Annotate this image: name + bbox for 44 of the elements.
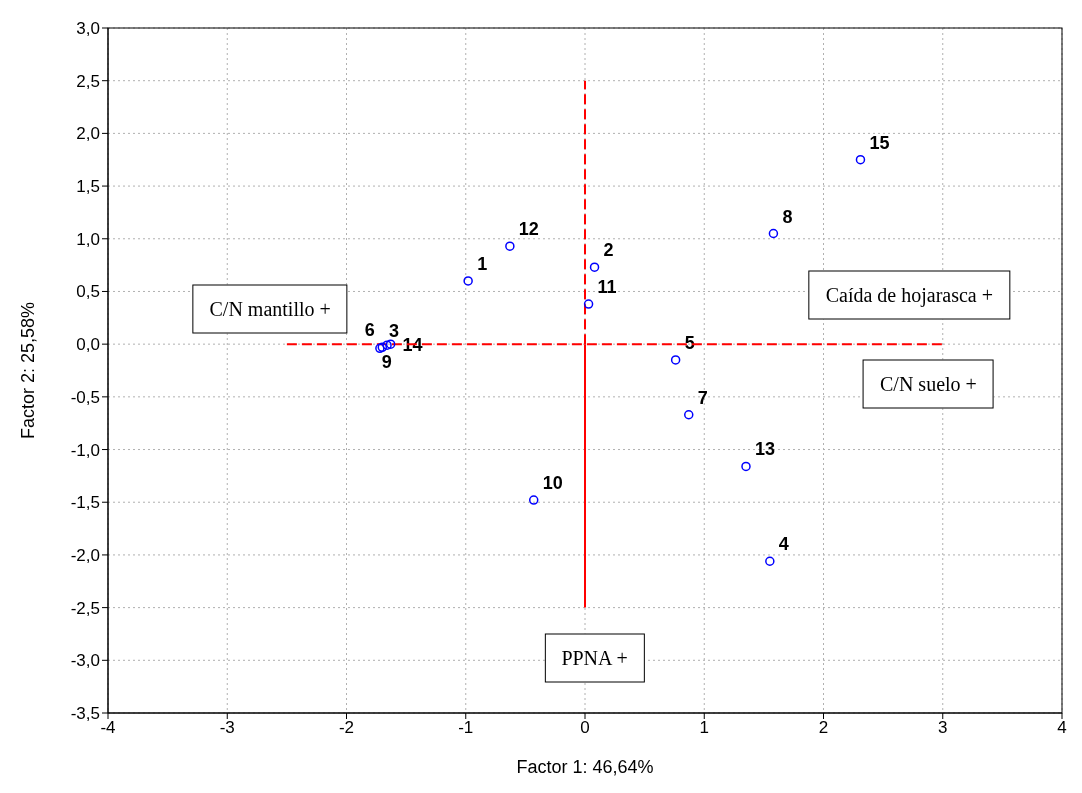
y-tick-label: 1,0 xyxy=(76,229,100,249)
annotation: 10 xyxy=(542,473,563,494)
y-tick-label: -1,5 xyxy=(70,493,100,513)
y-tick-label: 3,0 xyxy=(76,19,100,39)
annotation: 8 xyxy=(782,206,793,227)
annotation: 5 xyxy=(684,332,695,353)
x-tick-label: 1 xyxy=(699,718,709,738)
annotation: 9 xyxy=(381,352,392,373)
y-axis-title: Factor 2: 25,58% xyxy=(18,301,39,440)
x-tick-label: 0 xyxy=(580,718,590,738)
annotation: C/N mantillo + xyxy=(192,284,348,334)
x-tick-label: -4 xyxy=(100,718,116,738)
x-tick-label: 2 xyxy=(818,718,829,738)
annotation: Caída de hojarasca + xyxy=(808,270,1011,320)
x-tick-label: -2 xyxy=(338,718,355,738)
y-tick-label: 2,0 xyxy=(76,124,100,144)
y-tick-label: 1,5 xyxy=(76,177,100,197)
annotation: 1 xyxy=(477,253,488,274)
y-tick-label: 0,5 xyxy=(76,282,100,302)
y-tick-label: 0,0 xyxy=(76,335,100,355)
x-tick-label: -3 xyxy=(219,718,235,738)
y-tick-label: -0,5 xyxy=(70,387,100,407)
y-tick-label: -3,5 xyxy=(70,704,100,724)
annotation: 4 xyxy=(778,534,789,555)
annotation: PPNA + xyxy=(544,633,645,683)
annotation: 11 xyxy=(597,277,617,298)
x-axis-title: Factor 1: 46,64% xyxy=(516,757,654,777)
x-tick-label: 3 xyxy=(938,718,948,738)
x-tick-label: -1 xyxy=(458,718,474,738)
annotation: 6 xyxy=(364,320,375,341)
annotation: 3 xyxy=(388,321,399,342)
y-tick-label: -1,0 xyxy=(70,440,100,460)
annotation: 7 xyxy=(697,387,708,408)
x-tick-label: 4 xyxy=(1057,718,1067,738)
annotation: 2 xyxy=(603,240,614,261)
y-tick-label: -2,0 xyxy=(70,545,100,565)
annotation: 13 xyxy=(754,439,776,460)
annotation: 15 xyxy=(869,132,890,153)
annotation: C/N suelo + xyxy=(863,359,994,409)
y-tick-label: -2,5 xyxy=(70,598,100,618)
y-tick-label: -3,0 xyxy=(70,651,100,671)
annotation: 12 xyxy=(518,219,539,240)
y-tick-label: 2,5 xyxy=(76,71,100,91)
annotation: 14 xyxy=(402,335,423,356)
